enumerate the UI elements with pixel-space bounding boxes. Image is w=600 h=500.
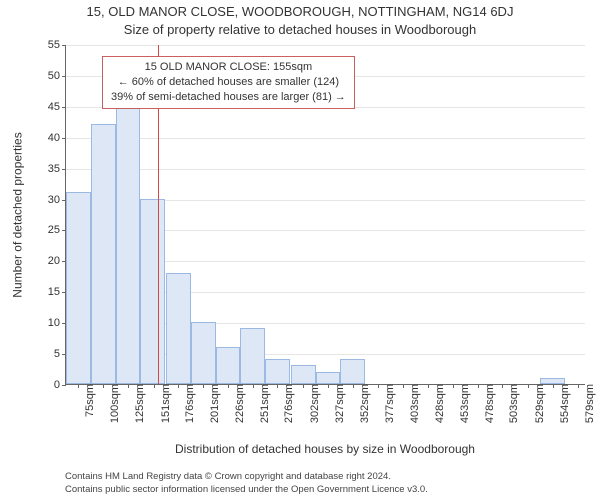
histogram-bar	[116, 93, 141, 384]
chart-title-main: 15, OLD MANOR CLOSE, WOODBOROUGH, NOTTIN…	[0, 4, 600, 19]
chart-title-sub: Size of property relative to detached ho…	[0, 22, 600, 37]
ytick-label: 35	[48, 163, 66, 175]
xtick-label: 403sqm	[403, 384, 421, 423]
xtick-label: 503sqm	[502, 384, 520, 423]
xtick-label: 251sqm	[253, 384, 271, 423]
ytick-label: 10	[48, 317, 66, 329]
plot-area: 051015202530354045505575sqm100sqm125sqm1…	[65, 45, 585, 385]
histogram-bar	[166, 273, 191, 384]
histogram-bar	[340, 359, 365, 384]
ytick-label: 0	[54, 379, 66, 391]
histogram-bar	[66, 192, 91, 384]
gridline	[66, 45, 585, 46]
xtick-label: 327sqm	[328, 384, 346, 423]
histogram-bar	[191, 322, 216, 384]
xtick-label: 151sqm	[154, 384, 172, 423]
xtick-label: 579sqm	[578, 384, 596, 423]
xtick-label: 125sqm	[128, 384, 146, 423]
ytick-label: 50	[48, 70, 66, 82]
ytick-label: 5	[54, 348, 66, 360]
xtick-label: 100sqm	[103, 384, 121, 423]
xtick-label: 201sqm	[203, 384, 221, 423]
ytick-label: 25	[48, 224, 66, 236]
ytick-label: 40	[48, 132, 66, 144]
ytick-label: 45	[48, 101, 66, 113]
x-axis-label: Distribution of detached houses by size …	[65, 442, 585, 456]
histogram-bar	[216, 347, 241, 384]
ytick-label: 20	[48, 255, 66, 267]
xtick-label: 554sqm	[553, 384, 571, 423]
xtick-label: 529sqm	[528, 384, 546, 423]
xtick-label: 428sqm	[428, 384, 446, 423]
xtick-label: 453sqm	[453, 384, 471, 423]
xtick-label: 176sqm	[178, 384, 196, 423]
attribution-line-2: Contains public sector information licen…	[65, 484, 585, 496]
histogram-bar	[140, 199, 165, 384]
attribution: Contains HM Land Registry data © Crown c…	[65, 471, 585, 496]
gridline	[66, 169, 585, 170]
gridline	[66, 138, 585, 139]
xtick-label: 377sqm	[378, 384, 396, 423]
ytick-label: 55	[48, 39, 66, 51]
histogram-bar	[91, 124, 116, 384]
annotation-line-3: 39% of semi-detached houses are larger (…	[111, 90, 346, 105]
xtick-label: 276sqm	[277, 384, 295, 423]
xtick-label: 75sqm	[78, 384, 96, 417]
annotation-line-2: ← 60% of detached houses are smaller (12…	[111, 75, 346, 90]
ytick-label: 15	[48, 286, 66, 298]
histogram-bar	[240, 328, 265, 384]
annotation-box: 15 OLD MANOR CLOSE: 155sqm ← 60% of deta…	[102, 56, 355, 109]
histogram-bar	[265, 359, 290, 384]
attribution-line-1: Contains HM Land Registry data © Crown c…	[65, 471, 585, 483]
xtick-label: 302sqm	[303, 384, 321, 423]
annotation-line-1: 15 OLD MANOR CLOSE: 155sqm	[111, 60, 346, 75]
histogram-bar	[291, 365, 316, 384]
y-axis-label: Number of detached properties	[10, 45, 26, 385]
xtick-label: 352sqm	[353, 384, 371, 423]
xtick-label: 226sqm	[228, 384, 246, 423]
xtick-label: 478sqm	[478, 384, 496, 423]
histogram-bar	[316, 372, 341, 384]
ytick-label: 30	[48, 194, 66, 206]
